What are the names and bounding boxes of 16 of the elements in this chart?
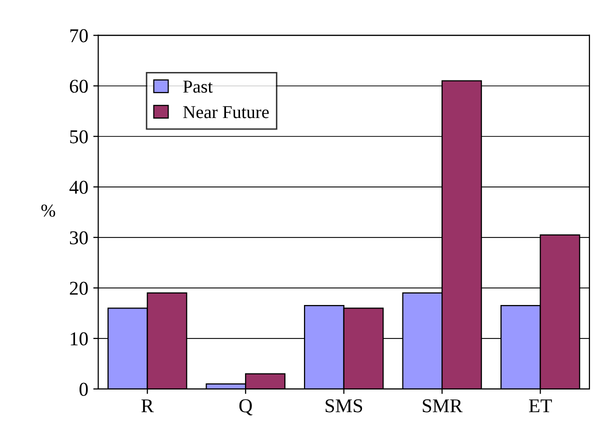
y-tick-label: 30 — [70, 231, 88, 244]
y-tick-label: 20 — [70, 282, 88, 295]
x-tick-label: R — [141, 399, 154, 412]
x-tick-label: ET — [529, 399, 552, 412]
legend-label: Near Future — [183, 106, 269, 118]
y-tick-label: 60 — [70, 80, 88, 93]
x-tick-label: SMS — [326, 399, 362, 412]
x-tick-label: SMR — [422, 399, 463, 412]
y-tick-label: 10 — [70, 332, 88, 346]
y-axis-title: % — [41, 204, 56, 217]
y-tick-label: 50 — [70, 130, 88, 144]
x-tick-label: Q — [239, 399, 252, 416]
legend-label: Past — [183, 80, 213, 93]
y-tick-label: 0 — [80, 382, 88, 396]
y-tick-label: 40 — [69, 180, 88, 194]
y-tick-label: 70 — [70, 29, 88, 42]
